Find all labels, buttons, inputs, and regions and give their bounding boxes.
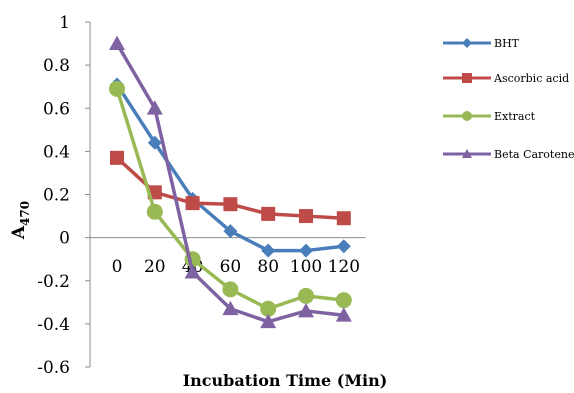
data-point-extract bbox=[146, 203, 163, 220]
legend-label: Ascorbic acid bbox=[493, 72, 569, 85]
data-point-beta-carotene bbox=[335, 307, 352, 322]
data-point-ascorbic-acid bbox=[336, 211, 351, 226]
data-point-bht bbox=[299, 243, 313, 258]
legend-entry-ascorbic-acid: Ascorbic acid bbox=[443, 72, 569, 85]
y-tick-label: -0.4 bbox=[37, 315, 70, 335]
legend-label: Beta Carotene bbox=[494, 148, 574, 161]
y-tick-label: 0.4 bbox=[43, 142, 70, 162]
y-tick-label: -0.6 bbox=[37, 358, 70, 378]
x-tick-label: 120 bbox=[328, 257, 360, 277]
data-point-extract bbox=[298, 287, 314, 304]
data-point-beta-carotene bbox=[109, 35, 125, 50]
y-tick-label: 0.6 bbox=[43, 99, 70, 119]
y-tick-label: -0.2 bbox=[37, 272, 70, 292]
y-tick-label: 0.2 bbox=[43, 186, 70, 206]
y-axis-label: A470 bbox=[9, 201, 32, 240]
axes: 10.80.60.40.20-0.2-0.4-0.602040608010012… bbox=[37, 13, 366, 378]
data-point-beta-carotene bbox=[260, 313, 277, 329]
data-point-bht bbox=[261, 243, 276, 258]
data-point-extract bbox=[260, 300, 277, 317]
data-point-ascorbic-acid bbox=[223, 197, 238, 212]
data-point-beta-carotene bbox=[222, 300, 239, 316]
x-tick-label: 80 bbox=[257, 257, 279, 277]
x-axis-label: Incubation Time (Min) bbox=[183, 371, 388, 390]
data-point-extract bbox=[109, 80, 125, 97]
legend-label: Extract bbox=[494, 110, 536, 123]
legend: BHT Ascorbic acid Extract Beta Carotene bbox=[443, 37, 574, 161]
data-point-ascorbic-acid bbox=[110, 150, 124, 165]
data-point-extract bbox=[222, 281, 239, 298]
x-tick-label: 0 bbox=[112, 257, 123, 277]
data-point-ascorbic-acid bbox=[261, 206, 276, 221]
data-point-bht bbox=[336, 239, 351, 254]
data-point-beta-carotene bbox=[146, 100, 163, 115]
data-point-bht bbox=[147, 135, 162, 150]
legend-entry-bht: BHT bbox=[443, 37, 520, 50]
series-ascorbic-acid bbox=[110, 150, 351, 226]
data-point-bht bbox=[223, 224, 238, 239]
series-beta-carotene bbox=[109, 35, 352, 329]
legend-marker bbox=[462, 73, 472, 83]
legend-entry-beta-carotene: Beta Carotene bbox=[443, 148, 574, 161]
data-point-beta-carotene bbox=[298, 302, 314, 318]
x-tick-label: 60 bbox=[220, 257, 242, 277]
legend-marker bbox=[462, 149, 472, 158]
y-tick-label: 0 bbox=[59, 229, 70, 249]
y-tick-label: 1 bbox=[59, 13, 70, 33]
data-point-extract bbox=[335, 292, 352, 309]
x-tick-label: 20 bbox=[144, 257, 166, 277]
legend-marker bbox=[462, 38, 472, 48]
y-axis-label-subscript: 470 bbox=[18, 201, 32, 226]
y-tick-label: 0.8 bbox=[43, 56, 70, 76]
data-point-beta-carotene bbox=[184, 264, 201, 279]
x-tick-label: 100 bbox=[290, 257, 322, 277]
series-bht bbox=[110, 77, 351, 258]
data-point-ascorbic-acid bbox=[299, 209, 313, 224]
series-layer bbox=[109, 35, 352, 329]
legend-entry-extract: Extract bbox=[443, 110, 536, 123]
series-line-beta-carotene bbox=[115, 42, 344, 324]
legend-label: BHT bbox=[494, 37, 520, 50]
data-point-ascorbic-acid bbox=[185, 196, 200, 211]
y-axis-label-main: A bbox=[9, 225, 29, 240]
legend-marker bbox=[462, 111, 472, 121]
